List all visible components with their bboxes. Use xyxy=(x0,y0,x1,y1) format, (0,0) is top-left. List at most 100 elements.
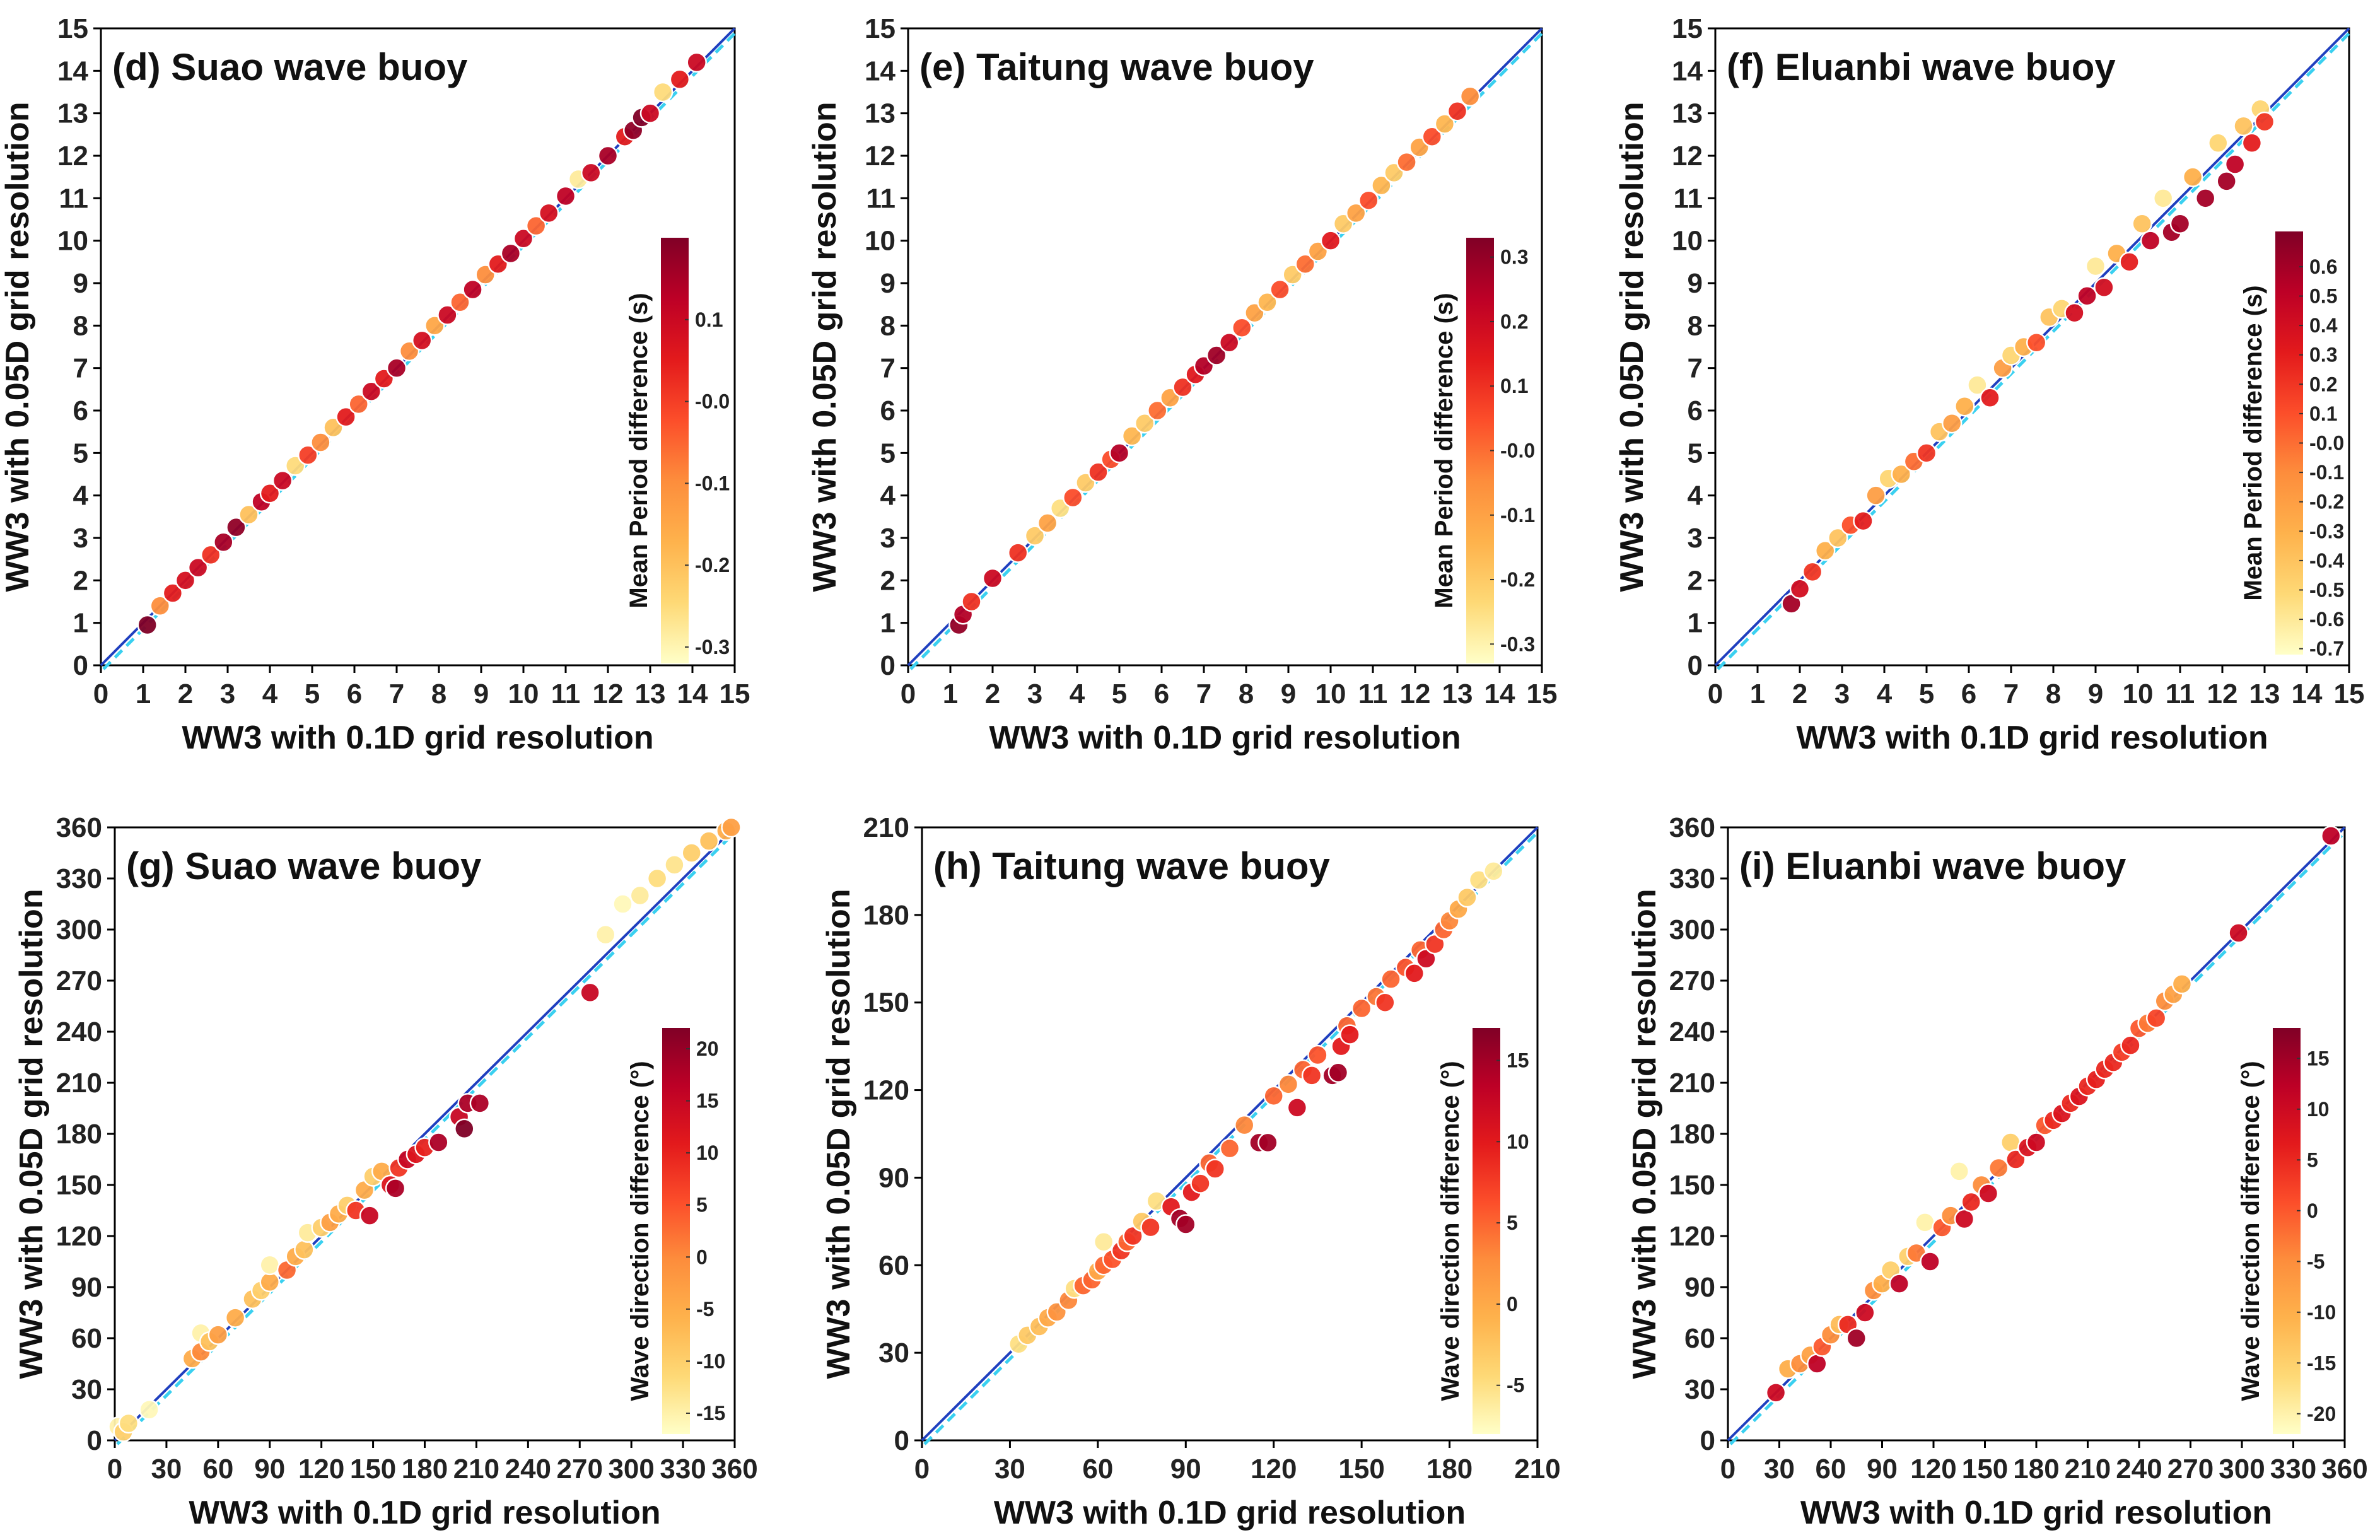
x-tick-label: 330 xyxy=(660,1454,706,1485)
x-tick-label: 3 xyxy=(220,679,235,709)
y-tick-label: 180 xyxy=(1669,1119,1715,1150)
x-tick-label: 180 xyxy=(402,1454,448,1485)
x-tick-label: 7 xyxy=(1196,679,1211,709)
x-tick-label: 15 xyxy=(2334,679,2365,709)
colorbar-tick-label: -5 xyxy=(2307,1250,2325,1273)
y-tick-label: 330 xyxy=(56,863,102,894)
y-tick-label: 300 xyxy=(1669,914,1715,945)
data-point xyxy=(225,1307,246,1328)
y-axis-label: WW3 with 0.05D grid resolution xyxy=(820,889,857,1379)
data-point xyxy=(1920,1251,1940,1272)
data-point xyxy=(646,868,668,889)
panel-2: 0 1 2 3 4 5 6 7 8 9 10 11 12 13 14 15012345678910111213… xyxy=(1614,13,2364,756)
x-tick-label: 0 xyxy=(93,679,108,709)
colorbar xyxy=(1466,238,1494,663)
data-point xyxy=(1380,969,1401,989)
x-tick-label: 60 xyxy=(1816,1454,1846,1485)
data-point xyxy=(1109,443,1130,464)
data-point xyxy=(525,215,547,236)
data-point xyxy=(437,305,458,325)
x-tick-label: 11 xyxy=(1358,679,1388,709)
data-point xyxy=(1853,510,1874,532)
data-point xyxy=(2208,132,2229,154)
y-tick-label: 7 xyxy=(880,353,895,384)
data-point xyxy=(1345,202,1367,224)
data-point xyxy=(1172,376,1193,398)
data-point xyxy=(1865,485,1886,506)
x-tick-label: 8 xyxy=(2046,679,2061,709)
data-point xyxy=(462,279,483,300)
data-point xyxy=(1807,1353,1828,1374)
data-point xyxy=(500,243,522,264)
y-tick-label: 15 xyxy=(1672,13,1703,44)
x-axis-label: WW3 with 0.1D grid resolution xyxy=(1800,1495,2272,1531)
y-tick-label: 10 xyxy=(1672,226,1703,257)
colorbar-tick-label: -0.5 xyxy=(2309,578,2344,601)
x-tick-label: 8 xyxy=(1239,679,1254,709)
x-tick-label: 12 xyxy=(2207,679,2238,709)
y-axis-label: WW3 with 0.05D grid resolution xyxy=(807,102,843,592)
data-point xyxy=(2085,255,2106,277)
data-point xyxy=(1218,332,1240,353)
x-axis-label: WW3 with 0.1D grid resolution xyxy=(989,720,1461,756)
y-tick-label: 13 xyxy=(865,98,895,129)
data-point xyxy=(1949,1161,1969,1182)
y-tick-label: 6 xyxy=(1688,395,1703,426)
data-point xyxy=(1278,1074,1299,1095)
y-tick-label: 4 xyxy=(73,481,89,511)
y-tick-label: 15 xyxy=(57,13,88,44)
colorbar-tick-label: -0.1 xyxy=(1500,504,1535,527)
data-point xyxy=(1351,998,1372,1019)
data-point xyxy=(298,445,318,465)
data-point xyxy=(538,202,559,224)
panel-title: (i) Eluanbi wave buoy xyxy=(1739,845,2126,887)
data-point xyxy=(139,1399,160,1420)
y-tick-label: 4 xyxy=(1688,481,1703,511)
colorbar-label: Mean Period difference (s) xyxy=(2239,285,2267,600)
y-tick-label: 14 xyxy=(865,55,895,86)
y-tick-label: 6 xyxy=(73,395,88,426)
data-point xyxy=(2233,115,2254,137)
x-tick-label: 210 xyxy=(453,1454,499,1485)
data-point xyxy=(175,570,196,591)
data-point xyxy=(1037,513,1058,534)
colorbar-tick-label: -0.2 xyxy=(2309,491,2344,513)
data-point xyxy=(1121,426,1143,446)
colorbar-tick-label: -5 xyxy=(696,1298,714,1321)
data-point xyxy=(1327,1062,1349,1083)
data-point xyxy=(580,162,602,184)
panel-1: 0 1 2 3 4 5 6 7 8 9 10 11 12 13 14 15012345678910111213… xyxy=(807,13,1557,756)
data-point xyxy=(1814,540,1836,561)
data-point xyxy=(149,595,171,616)
x-axis-label: WW3 with 0.1D grid resolution xyxy=(1796,720,2268,756)
data-point xyxy=(1457,887,1478,908)
x-tick-label: 10 xyxy=(508,679,539,709)
y-tick-label: 5 xyxy=(880,438,895,469)
x-axis-label: WW3 with 0.1D grid resolution xyxy=(182,720,653,756)
x-tick-label: 5 xyxy=(1112,679,1127,709)
y-tick-label: 11 xyxy=(59,183,88,214)
x-tick-label: 1 xyxy=(1750,679,1765,709)
y-tick-label: 13 xyxy=(57,98,88,129)
y-tick-label: 90 xyxy=(1684,1272,1715,1303)
y-tick-label: 270 xyxy=(1669,965,1715,996)
data-point xyxy=(259,483,281,504)
x-tick-label: 8 xyxy=(431,679,446,709)
y-tick-label: 14 xyxy=(1672,55,1703,86)
data-point xyxy=(1358,190,1379,211)
y-tick-label: 10 xyxy=(865,226,895,257)
colorbar-tick-label: 10 xyxy=(2307,1098,2330,1121)
data-point xyxy=(1286,1097,1308,1118)
colorbar-tick-label: -0.3 xyxy=(695,636,730,658)
data-point xyxy=(652,81,674,103)
data-point xyxy=(2145,1008,2167,1029)
data-point xyxy=(1295,254,1316,274)
x-tick-label: 1 xyxy=(943,679,958,709)
y-tick-label: 0 xyxy=(1688,650,1703,681)
colorbar-tick-label: 0 xyxy=(1507,1293,1518,1315)
x-tick-label: 9 xyxy=(1281,679,1296,709)
data-point xyxy=(639,103,661,124)
data-point xyxy=(469,1093,491,1114)
colorbar-tick-label: 5 xyxy=(1507,1211,1518,1234)
data-point xyxy=(1205,1158,1226,1179)
